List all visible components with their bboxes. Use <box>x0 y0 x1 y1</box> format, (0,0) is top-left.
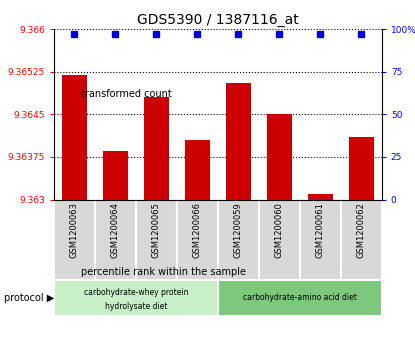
Text: carbohydrate-amino acid diet: carbohydrate-amino acid diet <box>243 293 357 302</box>
Bar <box>62 25 77 163</box>
Text: percentile rank within the sample: percentile rank within the sample <box>81 267 246 277</box>
FancyBboxPatch shape <box>54 280 218 316</box>
Bar <box>267 114 292 200</box>
Bar <box>308 194 333 200</box>
Bar <box>103 151 128 200</box>
Text: carbohydrate-whey protein: carbohydrate-whey protein <box>84 288 188 297</box>
Text: GSM1200063: GSM1200063 <box>70 202 79 258</box>
FancyBboxPatch shape <box>95 200 136 280</box>
FancyBboxPatch shape <box>218 200 259 280</box>
Text: transformed count: transformed count <box>81 89 172 99</box>
Text: GSM1200062: GSM1200062 <box>357 202 366 258</box>
Bar <box>349 137 374 200</box>
Text: GSM1200065: GSM1200065 <box>152 202 161 258</box>
FancyBboxPatch shape <box>136 200 177 280</box>
Bar <box>62 74 87 200</box>
Bar <box>185 140 210 200</box>
FancyBboxPatch shape <box>177 200 218 280</box>
Text: GSM1200061: GSM1200061 <box>316 202 325 258</box>
Title: GDS5390 / 1387116_at: GDS5390 / 1387116_at <box>137 13 299 26</box>
Text: GSM1200064: GSM1200064 <box>111 202 120 258</box>
Text: protocol ▶: protocol ▶ <box>4 293 54 303</box>
Bar <box>144 97 169 200</box>
FancyBboxPatch shape <box>259 200 300 280</box>
FancyBboxPatch shape <box>300 200 341 280</box>
FancyBboxPatch shape <box>341 200 382 280</box>
FancyBboxPatch shape <box>218 280 382 316</box>
Text: hydrolysate diet: hydrolysate diet <box>105 302 167 311</box>
Text: GSM1200066: GSM1200066 <box>193 202 202 258</box>
Text: GSM1200060: GSM1200060 <box>275 202 284 258</box>
Bar <box>226 83 251 200</box>
FancyBboxPatch shape <box>54 200 95 280</box>
Text: GSM1200059: GSM1200059 <box>234 202 243 258</box>
